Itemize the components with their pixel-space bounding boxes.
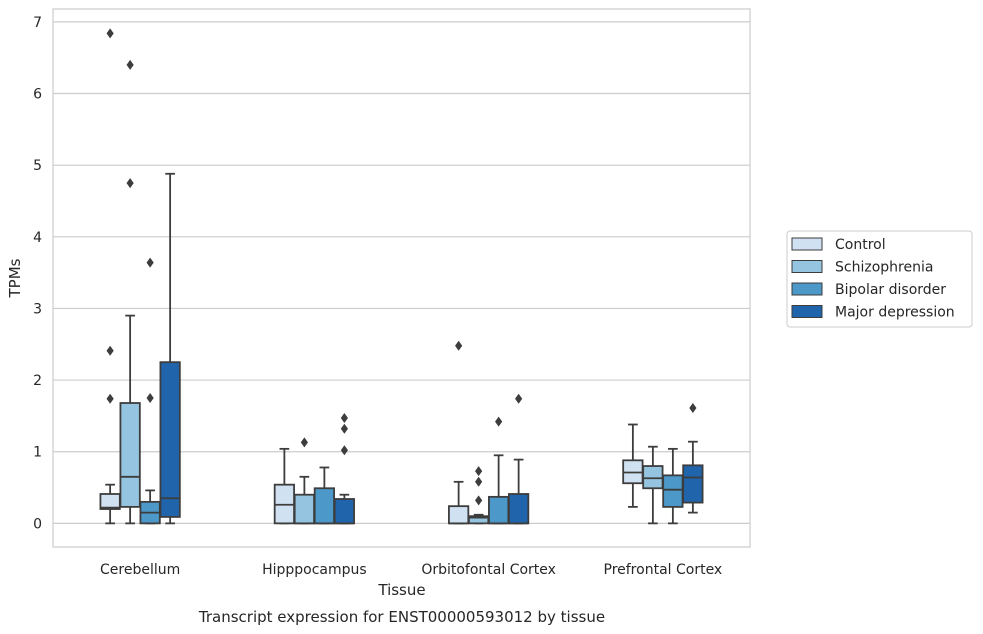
box-iqr xyxy=(662,474,684,508)
y-tick-label: 5 xyxy=(33,158,42,174)
box-iqr xyxy=(293,493,315,525)
outlier-point xyxy=(340,413,348,424)
box-iqr xyxy=(508,493,530,525)
box-major-depression xyxy=(159,172,181,525)
legend-swatch xyxy=(791,282,823,296)
box-iqr xyxy=(682,464,704,504)
chart-caption: Transcript expression for ENST0000059301… xyxy=(198,608,605,626)
box-iqr xyxy=(333,498,355,525)
y-tick-label: 2 xyxy=(33,373,42,389)
x-tick-label: Hipppocampus xyxy=(262,562,367,578)
outlier-point xyxy=(106,345,114,356)
x-axis-label: Tissue xyxy=(377,581,425,599)
outlier-point xyxy=(106,393,114,404)
outlier-point xyxy=(106,28,114,39)
legend-swatch xyxy=(791,260,823,273)
box-major-depression xyxy=(682,403,704,514)
x-tick-label: Orbitofontal Cortex xyxy=(421,562,556,578)
y-tick-label: 3 xyxy=(33,301,42,317)
outlier-point xyxy=(126,178,134,189)
box-iqr xyxy=(488,495,510,525)
legend: Control Schizophrenia Bipolar disorder Majo… xyxy=(786,230,973,328)
y-tick-label: 0 xyxy=(33,516,42,532)
box-control xyxy=(273,447,295,525)
outlier-point xyxy=(515,393,523,404)
legend-frame xyxy=(786,230,973,328)
outlier-point xyxy=(475,466,483,477)
box-iqr xyxy=(448,505,470,525)
box-bipolar-disorder xyxy=(313,466,335,525)
y-tick-label: 7 xyxy=(33,15,42,31)
outlier-point xyxy=(340,423,348,434)
box-schizophrenia xyxy=(119,59,141,525)
legend-label: Schizophrenia xyxy=(835,260,933,276)
legend-swatch xyxy=(791,237,823,251)
x-tick-label: Prefrontal Cortex xyxy=(604,562,723,578)
legend-items: Control Schizophrenia Bipolar disorder Majo… xyxy=(791,237,955,321)
boxes xyxy=(99,28,704,525)
box-iqr xyxy=(642,465,664,490)
outlier-point xyxy=(475,495,483,506)
box-major-depression xyxy=(508,393,530,525)
y-tick-label: 4 xyxy=(33,230,42,246)
box-schizophrenia xyxy=(642,445,664,525)
box-iqr xyxy=(159,361,181,518)
box-bipolar-disorder xyxy=(662,447,684,525)
outlier-point xyxy=(340,445,348,456)
outlier-point xyxy=(146,257,154,268)
outlier-point xyxy=(300,437,308,448)
legend-swatch xyxy=(791,305,823,318)
gridlines xyxy=(53,21,750,524)
box-bipolar-disorder xyxy=(139,257,161,525)
legend-label: Bipolar disorder xyxy=(835,282,946,298)
x-tick-labels: Cerebellum Hipppocampus Orbitofontal Corte… xyxy=(100,562,722,578)
y-tick-label: 6 xyxy=(33,87,42,103)
box-control xyxy=(448,340,470,525)
y-tick-label: 1 xyxy=(33,445,42,461)
box-control xyxy=(99,28,121,525)
box-schizophrenia xyxy=(293,437,315,525)
x-tick-label: Cerebellum xyxy=(100,562,180,578)
legend-label: Major depression xyxy=(835,305,955,321)
outlier-point xyxy=(475,476,483,487)
box-control xyxy=(622,423,644,508)
box-iqr xyxy=(313,487,335,525)
legend-label: Control xyxy=(835,237,886,253)
box-major-depression xyxy=(333,413,355,525)
y-axis-label: TPMs xyxy=(6,258,24,298)
plot-frame xyxy=(52,8,751,548)
outlier-point xyxy=(689,403,697,414)
box-schizophrenia xyxy=(468,466,490,525)
box-iqr xyxy=(119,402,141,508)
y-tick-labels: 0 1 2 3 4 5 6 7 xyxy=(33,15,42,532)
outlier-point xyxy=(146,392,154,403)
box-bipolar-disorder xyxy=(488,416,510,525)
outlier-point xyxy=(126,59,134,70)
outlier-point xyxy=(455,340,463,351)
outlier-point xyxy=(495,416,503,427)
